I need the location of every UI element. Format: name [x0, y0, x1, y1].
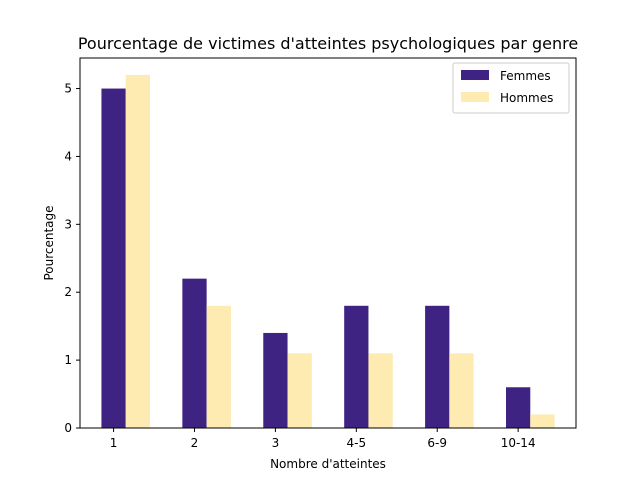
y-tick-label-2: 2	[64, 285, 72, 299]
y-ticks-group: 0 1 2 3 4 5	[64, 82, 80, 435]
legend-swatch-hommes	[461, 92, 489, 102]
y-tick-label-1: 1	[64, 353, 72, 367]
bar-hommes-3	[287, 353, 312, 428]
legend-swatch-femmes	[461, 70, 489, 80]
bar-femmes-1	[101, 88, 126, 428]
bar-femmes-6-9	[425, 305, 450, 428]
y-tick-label-0: 0	[64, 421, 72, 435]
bar-hommes-10-14	[530, 414, 555, 428]
y-tick-label-5: 5	[64, 82, 72, 96]
bar-hommes-2	[206, 305, 231, 428]
legend: Femmes Hommes	[452, 62, 570, 114]
bar-femmes-2	[182, 278, 207, 428]
x-tick-label-2: 2	[191, 436, 199, 450]
y-tick-label-4: 4	[64, 149, 72, 163]
y-axis-label: Pourcentage	[42, 205, 56, 280]
y-tick-label-3: 3	[64, 217, 72, 231]
bar-femmes-10-14	[506, 387, 531, 428]
x-tick-label-1: 1	[110, 436, 118, 450]
plot-area-frame	[79, 57, 577, 429]
x-tick-label-4-5: 4-5	[347, 436, 367, 450]
x-axis-label: Nombre d'atteintes	[270, 457, 386, 471]
chart-title: Pourcentage de victimes d'atteintes psyc…	[78, 34, 578, 53]
x-ticks-group: 1 2 3 4-5 6-9 10-14	[110, 428, 536, 450]
x-tick-label-6-9: 6-9	[427, 436, 447, 450]
bar-hommes-6-9	[449, 353, 474, 428]
x-tick-label-3: 3	[272, 436, 280, 450]
bar-femmes-3	[263, 332, 288, 428]
bar-femmes-4-5	[344, 305, 369, 428]
bar-hommes-4-5	[368, 353, 393, 428]
legend-label-femmes: Femmes	[500, 69, 551, 83]
legend-label-hommes: Hommes	[500, 91, 553, 105]
x-tick-label-10-14: 10-14	[501, 436, 536, 450]
bars-group	[101, 74, 555, 429]
bar-hommes-1	[125, 74, 150, 429]
